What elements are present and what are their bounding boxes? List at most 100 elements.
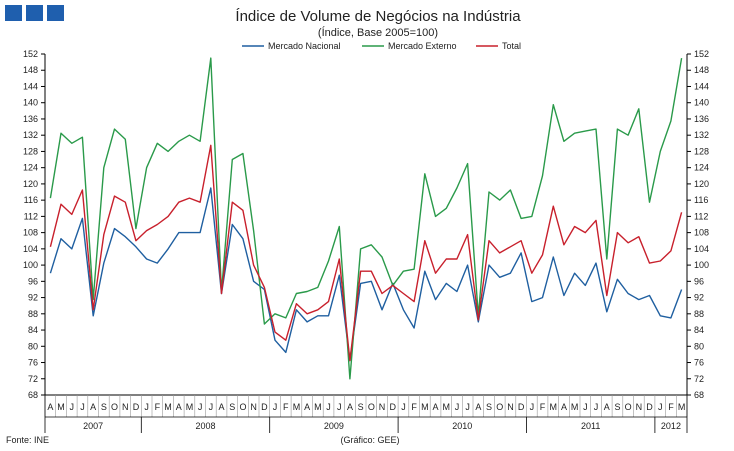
y-tick-label-left: 140 xyxy=(23,98,38,108)
y-tick-label-left: 124 xyxy=(23,163,38,173)
month-label: J xyxy=(144,402,149,412)
month-label: J xyxy=(583,402,588,412)
y-tick-label-right: 116 xyxy=(694,195,708,205)
month-label: J xyxy=(337,402,342,412)
logo-block-3 xyxy=(47,5,64,21)
month-label: S xyxy=(101,402,107,412)
month-label: D xyxy=(261,402,268,412)
month-label: S xyxy=(486,402,492,412)
legend-label: Total xyxy=(502,41,521,51)
month-label: M xyxy=(678,402,686,412)
month-label: J xyxy=(455,402,460,412)
y-tick-label-left: 84 xyxy=(28,325,38,335)
y-tick-label-left: 132 xyxy=(23,130,38,140)
y-axis-left: 68 72 76 80 84 88 92 96 100 104 108 112 116 120 124 128… xyxy=(23,49,45,400)
series-line-mercado-externo xyxy=(49,57,683,380)
month-label: J xyxy=(401,402,406,412)
month-label: F xyxy=(283,402,289,412)
y-tick-label-right: 132 xyxy=(694,130,709,140)
month-label: J xyxy=(530,402,535,412)
y-axis-right: 68 72 76 80 84 88 92 96 100 104 108 112 116 120 124 128… xyxy=(687,49,709,400)
year-label: 2007 xyxy=(83,421,103,431)
month-label: A xyxy=(176,402,182,412)
y-tick-label-right: 128 xyxy=(694,146,709,156)
footer-credit: (Gráfico: GEE) xyxy=(340,435,399,445)
y-tick-label-right: 140 xyxy=(694,98,709,108)
month-label: A xyxy=(47,402,53,412)
y-tick-label-left: 72 xyxy=(28,374,38,384)
month-label: A xyxy=(347,402,353,412)
month-label: F xyxy=(411,402,417,412)
month-label: M xyxy=(314,402,322,412)
y-tick-label-left: 128 xyxy=(23,146,38,156)
month-label: M xyxy=(186,402,194,412)
y-tick-label-right: 108 xyxy=(694,228,709,238)
month-label: N xyxy=(379,402,386,412)
month-label: A xyxy=(433,402,439,412)
legend-label: Mercado Nacional xyxy=(268,41,341,51)
logo-block-1 xyxy=(5,5,22,21)
y-tick-label-left: 112 xyxy=(24,211,38,221)
month-label: J xyxy=(273,402,278,412)
month-label: M xyxy=(293,402,301,412)
month-label: O xyxy=(496,402,503,412)
month-label: O xyxy=(111,402,118,412)
year-label: 2011 xyxy=(581,421,600,431)
month-label: O xyxy=(625,402,632,412)
logo-block-2 xyxy=(26,5,43,21)
month-label: O xyxy=(368,402,375,412)
plot-lines xyxy=(49,57,683,380)
month-label: J xyxy=(198,402,203,412)
y-tick-label-left: 116 xyxy=(24,195,38,205)
month-label: N xyxy=(122,402,129,412)
y-tick-label-left: 92 xyxy=(28,293,38,303)
month-label: F xyxy=(155,402,161,412)
month-label: M xyxy=(164,402,172,412)
month-label: M xyxy=(421,402,429,412)
month-label: A xyxy=(219,402,225,412)
month-label: S xyxy=(614,402,620,412)
month-label: J xyxy=(658,402,663,412)
month-label: F xyxy=(668,402,674,412)
month-label: A xyxy=(475,402,481,412)
month-label: F xyxy=(540,402,546,412)
month-label: J xyxy=(80,402,85,412)
y-tick-label-left: 88 xyxy=(28,309,38,319)
month-label: S xyxy=(229,402,235,412)
y-tick-label-right: 92 xyxy=(694,293,704,303)
year-label: 2012 xyxy=(661,421,681,431)
year-label: 2008 xyxy=(195,421,215,431)
month-label: M xyxy=(57,402,65,412)
y-tick-label-right: 96 xyxy=(694,276,704,286)
series-line-mercado-nacional xyxy=(49,187,683,362)
series-line-total xyxy=(49,144,683,362)
y-tick-label-right: 100 xyxy=(694,260,709,270)
y-tick-label-right: 120 xyxy=(694,179,709,189)
y-tick-label-left: 108 xyxy=(23,228,38,238)
y-tick-label-left: 144 xyxy=(23,81,38,91)
month-label: J xyxy=(465,402,470,412)
chart-title: Índice de Volume de Negócios na Indústri… xyxy=(235,8,521,25)
month-label: N xyxy=(636,402,643,412)
y-tick-label-right: 148 xyxy=(694,65,709,75)
y-tick-label-right: 124 xyxy=(694,163,709,173)
y-tick-label-right: 84 xyxy=(694,325,704,335)
y-tick-label-right: 80 xyxy=(694,341,704,351)
month-label: A xyxy=(604,402,610,412)
y-tick-label-right: 152 xyxy=(694,49,709,59)
month-label: N xyxy=(507,402,514,412)
y-tick-label-right: 76 xyxy=(694,358,704,368)
y-tick-label-right: 72 xyxy=(694,374,704,384)
month-label: D xyxy=(133,402,140,412)
y-tick-label-left: 152 xyxy=(23,49,38,59)
year-label: 2010 xyxy=(452,421,472,431)
month-label: D xyxy=(390,402,397,412)
y-tick-label-right: 144 xyxy=(694,81,709,91)
month-label: M xyxy=(443,402,451,412)
month-label: O xyxy=(239,402,246,412)
y-tick-label-left: 80 xyxy=(28,341,38,351)
y-tick-label-right: 104 xyxy=(694,244,709,254)
footer-source: Fonte: INE xyxy=(6,435,49,445)
